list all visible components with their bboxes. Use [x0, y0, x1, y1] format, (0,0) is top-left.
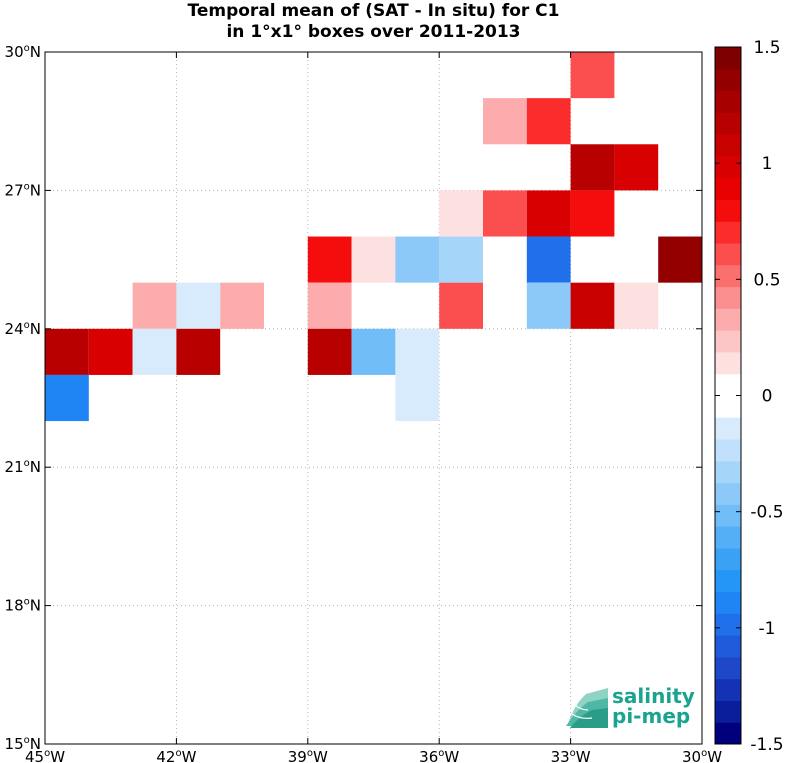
data-cell: [614, 144, 659, 191]
data-cell: [395, 236, 440, 283]
colorbar-swatch: [715, 155, 741, 179]
data-cell: [439, 282, 483, 329]
colorbar-swatch: [715, 700, 741, 723]
data-cell: [351, 328, 396, 375]
colorbar-swatch: [715, 47, 741, 70]
colorbar-tick-label: -0.5: [750, 503, 783, 523]
data-cell: [570, 190, 615, 237]
data-cell: [526, 190, 571, 237]
colorbar-swatch: [715, 308, 741, 331]
colorbar-swatch: [715, 547, 741, 571]
x-tick-label: 33oW: [551, 748, 591, 763]
colorbar-swatch: [715, 112, 741, 135]
colorbar-swatch: [715, 177, 741, 200]
logo-text-line2: pi-mep: [612, 704, 691, 728]
data-cells: [45, 52, 702, 422]
colorbar-swatch: [715, 460, 741, 484]
x-tick-label: 42oW: [156, 748, 196, 763]
axis-labels: 45oW 42oW 39oW 36oW 33oW 30oW 15oN 18oN 21oN 24oN…: [5, 43, 723, 763]
colorbar-swatch: [715, 591, 741, 614]
x-tick-label: 30oW: [682, 748, 722, 763]
colorbar-swatch: [715, 330, 741, 353]
data-cell: [307, 236, 352, 283]
y-tick-label: 30oN: [5, 43, 41, 61]
data-cell: [88, 328, 133, 375]
data-cell: [570, 144, 615, 191]
colorbar-swatch: [715, 199, 741, 222]
colorbar-swatch: [715, 373, 741, 396]
data-cell: [526, 98, 571, 145]
colorbar-swatch: [715, 243, 741, 266]
data-cell: [483, 190, 527, 237]
y-tick-label: 21oN: [5, 458, 41, 476]
colorbar-swatch: [715, 526, 741, 549]
colorbar-swatch: [715, 722, 741, 745]
x-tick-label: 45oW: [25, 748, 65, 763]
chart-title: Temporal mean of (SAT - In situ) for C1: [187, 1, 560, 21]
x-tick-label: 39oW: [288, 748, 328, 763]
data-cell: [526, 236, 571, 283]
colorbar-swatch: [715, 351, 741, 375]
data-cell: [45, 328, 89, 375]
data-cell: [570, 52, 615, 99]
data-cell: [220, 282, 264, 329]
data-cell: [132, 282, 177, 329]
data-cell: [307, 328, 352, 375]
colorbar-swatch: [715, 613, 741, 636]
colorbar: 1.5 1 0.5 0 -0.5 -1 -1.5: [714, 38, 784, 755]
colorbar-swatch: [715, 286, 741, 309]
y-tick-label: 18oN: [5, 597, 41, 615]
colorbar-swatch: [715, 482, 741, 505]
data-cell: [176, 328, 221, 375]
colorbar-tick-label: -1.5: [750, 735, 783, 755]
colorbar-tick-label: 0: [762, 387, 773, 407]
colorbar-swatch: [715, 569, 741, 593]
colorbar-tick-label: 0.5: [753, 270, 780, 290]
data-cell: [658, 236, 702, 283]
colorbar-tick-label: -1: [759, 619, 776, 639]
data-cell: [176, 282, 221, 329]
data-cell: [614, 282, 659, 329]
colorbar-swatch: [715, 504, 741, 527]
data-cell: [526, 282, 571, 329]
axis-ticks: [44, 51, 703, 745]
data-cell: [395, 374, 440, 422]
data-cell: [439, 190, 483, 237]
colorbar-swatch: [715, 395, 741, 418]
wave-logo-icon: [566, 688, 608, 728]
salinity-pi-mep-logo: salinity pi-mep: [564, 684, 695, 730]
x-tick-label: 36oW: [419, 748, 459, 763]
chart-subtitle: in 1°x1° boxes over 2011-2013: [226, 22, 521, 42]
data-cell: [351, 236, 396, 283]
data-cell: [45, 374, 89, 422]
colorbar-tick-label: 1.5: [753, 38, 780, 58]
colorbar-tick-label: 1: [762, 154, 773, 174]
data-cell: [132, 328, 177, 375]
colorbar-swatch: [715, 417, 741, 440]
data-cell: [570, 282, 615, 329]
y-tick-label: 27oN: [5, 181, 41, 199]
colorbar-swatch: [715, 264, 741, 288]
colorbar-swatch: [715, 439, 741, 462]
colorbar-swatch: [715, 68, 741, 92]
colorbar-swatch: [715, 90, 741, 113]
data-cell: [395, 328, 440, 375]
colorbar-swatch: [715, 221, 741, 244]
colorbar-swatch: [715, 656, 741, 680]
data-cell: [483, 98, 527, 145]
data-cell: [439, 236, 483, 283]
logo-text-line1: salinity: [612, 684, 695, 708]
colorbar-swatch: [715, 134, 741, 157]
colorbar-swatch: [715, 678, 741, 701]
y-tick-label: 15oN: [5, 735, 41, 753]
colorbar-swatch: [715, 635, 741, 658]
y-tick-label: 24oN: [5, 320, 41, 338]
data-cell: [307, 282, 352, 329]
plot-frame: [44, 51, 703, 745]
